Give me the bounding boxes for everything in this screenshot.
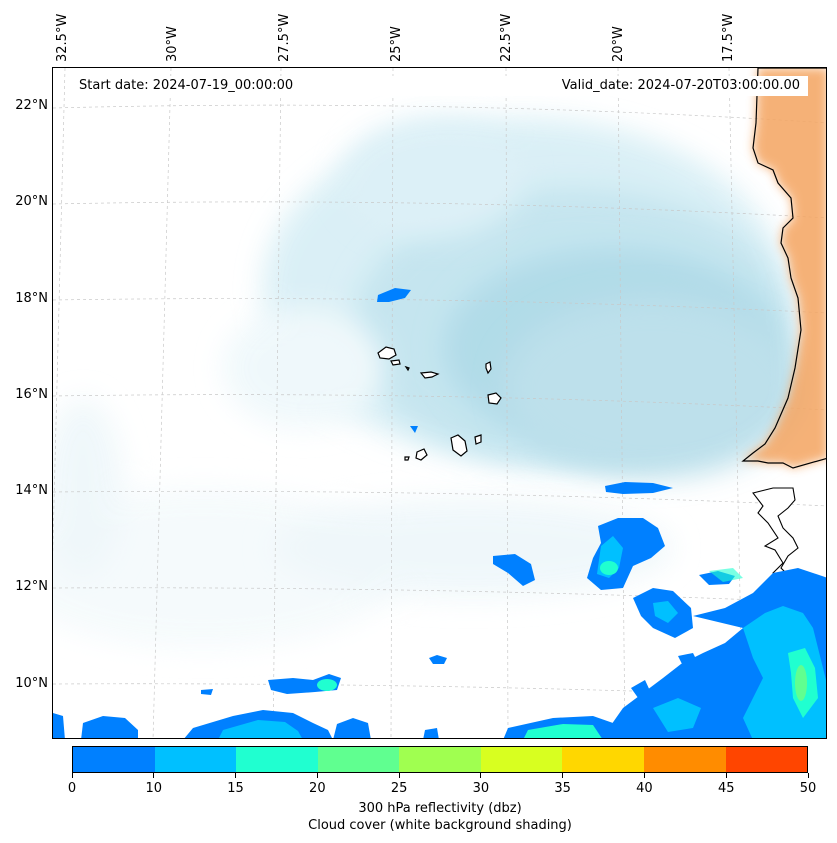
colorbar-tick-label: 30 [472,781,490,796]
colorbar-segment [154,747,237,772]
colorbar-segment [480,747,563,772]
colorbar-tick-mark [316,773,318,778]
colorbar-tick-label: 0 [67,781,77,796]
longitude-label-20w: 20°W [611,26,626,62]
colorbar-segment [725,747,808,772]
colorbar-tick-label: 20 [309,781,326,796]
colorbar-tick-label: 10 [145,781,163,796]
latitude-label-10n: 10°N [15,676,48,691]
reflectivity-field [53,288,826,738]
colorbar-tick-label: 40 [636,781,653,796]
colorbar-tick-mark [643,773,645,778]
colorbar-segment [643,747,726,772]
latitude-label-14n: 14°N [15,483,48,498]
colorbar-tick-label: 45 [717,781,735,796]
colorbar-tick-mark [807,773,809,778]
cloud-cover-shading [53,118,803,648]
colorbar-tick-mark [153,773,155,778]
colorbar-tick-label: 25 [390,781,408,796]
colorbar-sublabel: Cloud cover (white background shading) [308,818,572,833]
colorbar-tick-mark [71,773,73,778]
latitude-label-22n: 22°N [15,98,48,113]
colorbar-tick-mark [398,773,400,778]
longitude-label-32-5w: 32.5°W [55,13,70,62]
colorbar-label: 300 hPa reflectivity (dbz) [358,801,522,816]
start-date-label: Start date: 2024-07-19_00:00:00 [79,78,294,93]
colorbar-tick-mark [562,773,564,778]
date-header-strip [72,76,808,96]
colorbar-tick-mark [235,773,237,778]
colorbar-tick-label: 50 [799,781,817,796]
colorbar-segment [236,747,318,772]
cape-verde-islands [377,346,502,461]
latitude-label-16n: 16°N [15,387,48,402]
longitude-label-22-5w: 22.5°W [499,13,514,62]
longitude-label-25w: 25°W [389,26,404,62]
map-canvas [53,68,826,738]
graticule [53,68,826,738]
colorbar-tick-label: 35 [554,781,571,796]
longitude-label-17-5w: 17.5°W [721,13,736,62]
longitude-label-27-5w: 27.5°W [277,13,292,62]
map-panel [52,67,827,739]
longitude-label-30w: 30°W [165,26,180,62]
colorbar-tick-label: 15 [227,781,244,796]
latitude-label-18n: 18°N [15,291,48,306]
latitude-label-12n: 12°N [15,579,48,594]
colorbar-segment [399,747,481,772]
colorbar-segment [73,747,155,772]
colorbar-segment [562,747,644,772]
colorbar-tick-mark [480,773,482,778]
colorbar-tick-mark [725,773,727,778]
valid-date-label: Valid_date: 2024-07-20T03:00:00.00 [561,78,800,93]
colorbar-segment [317,747,400,772]
latitude-label-20n: 20°N [15,194,48,209]
reflectivity-colorbar [72,746,808,773]
